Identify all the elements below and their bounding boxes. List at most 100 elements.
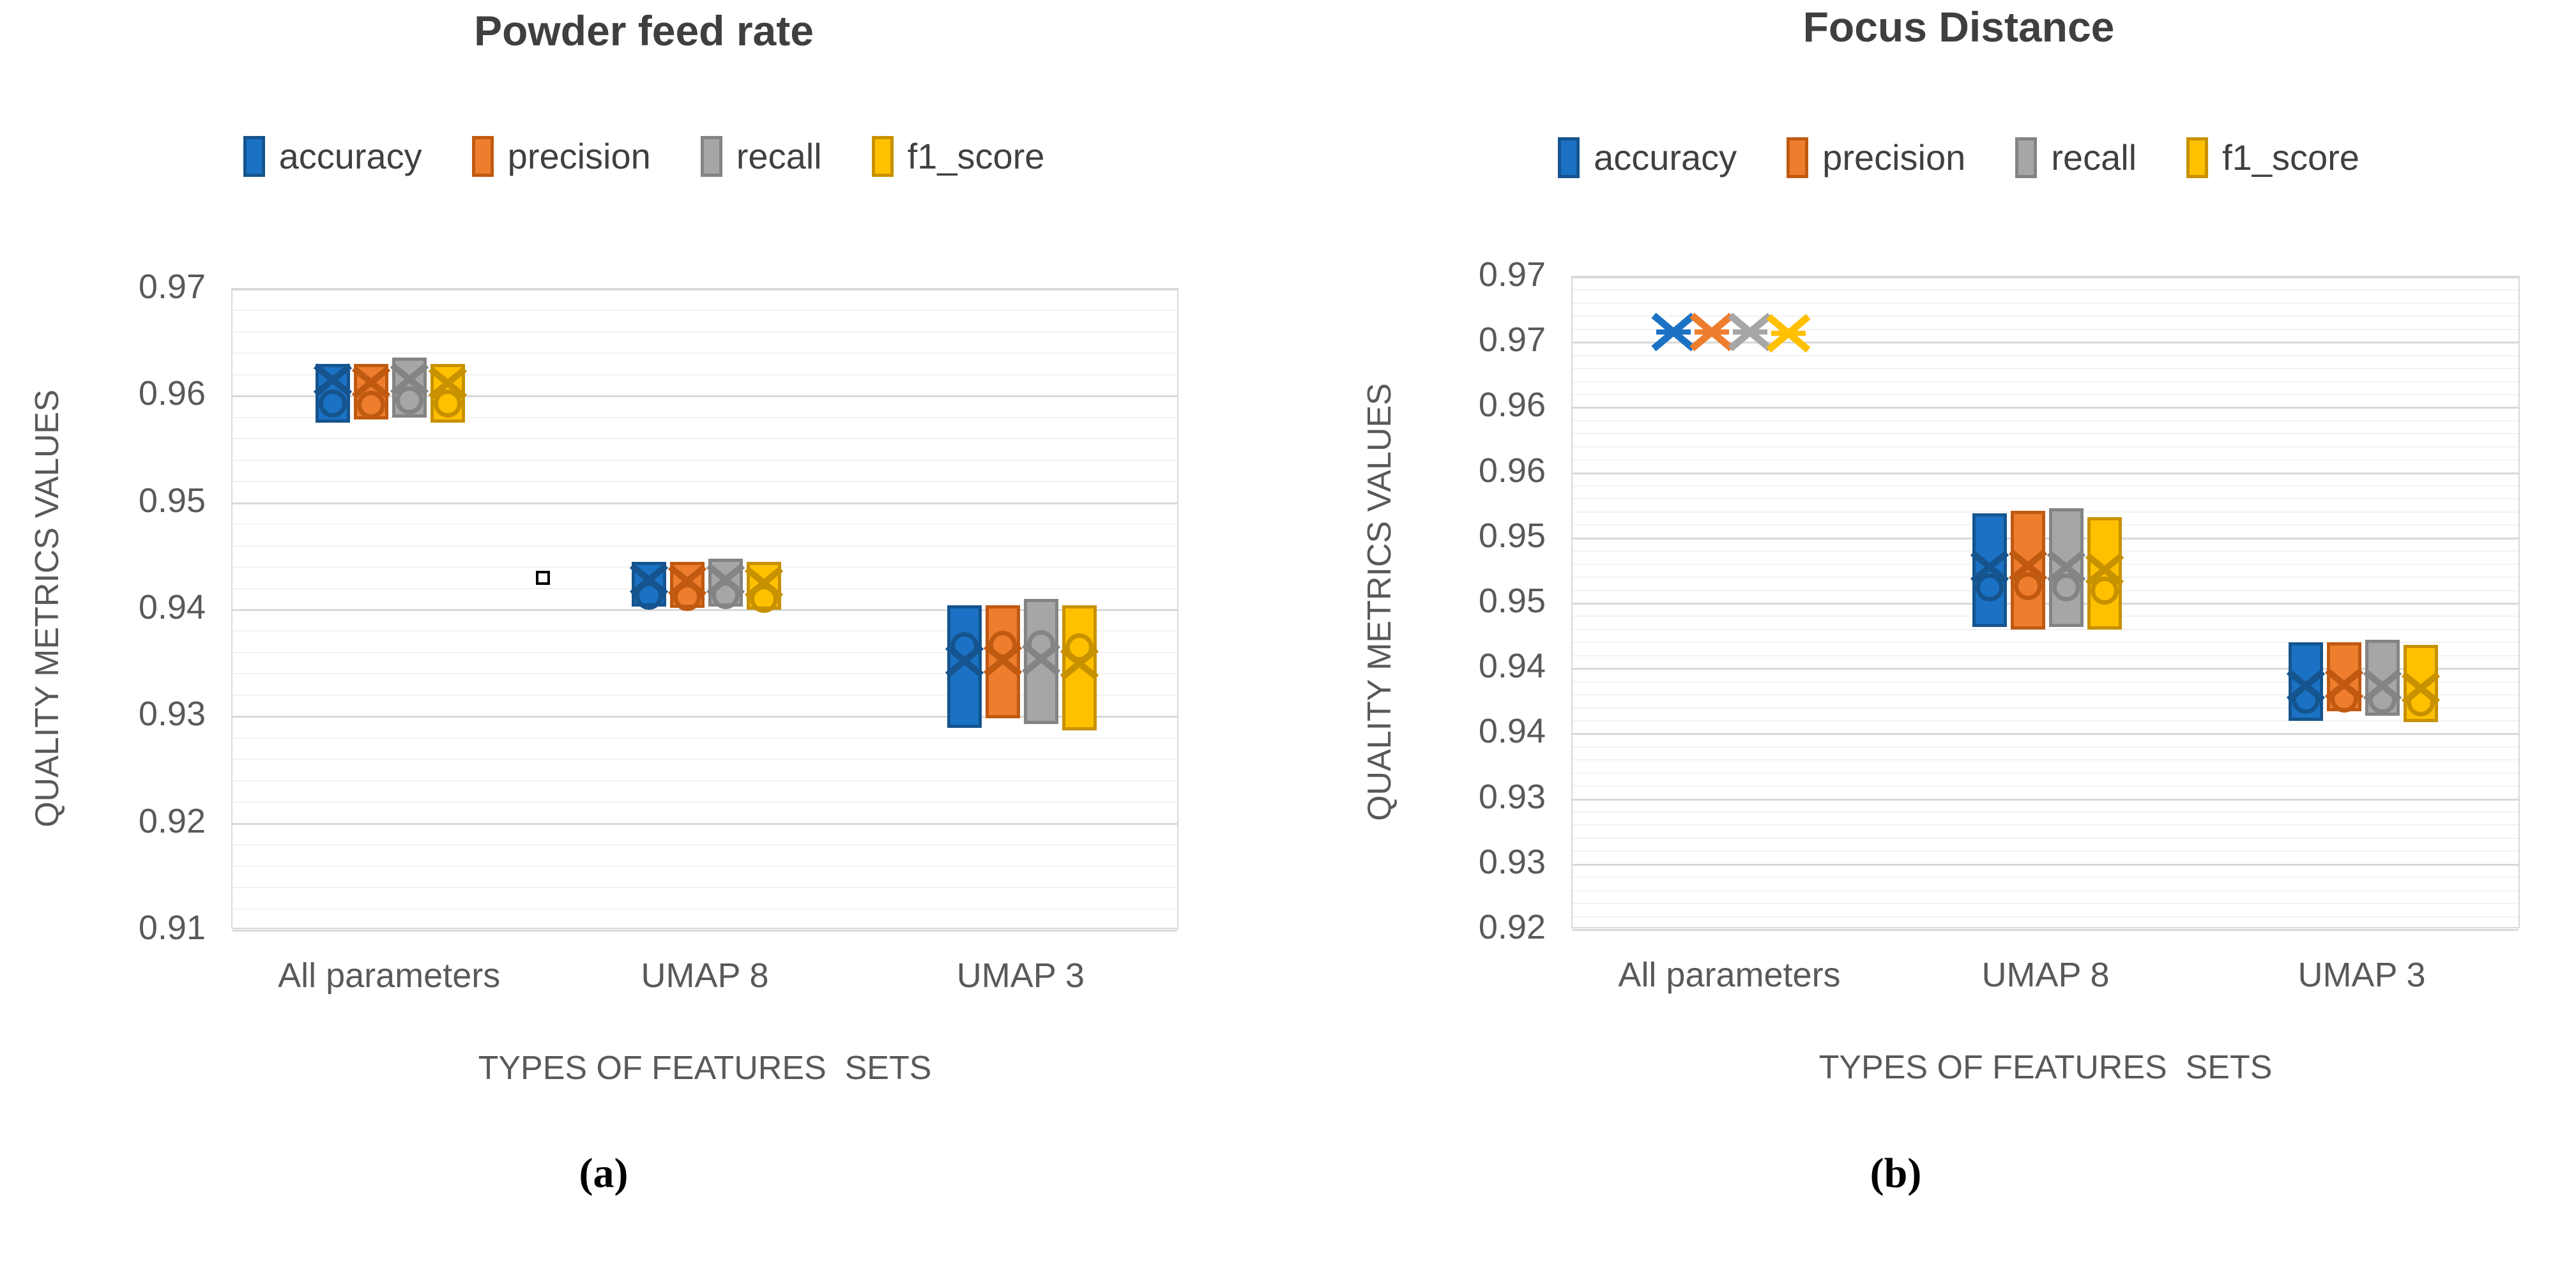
legend-a: accuracy precision recall f1_score <box>0 135 1288 177</box>
precision-circle-marker-3 <box>989 631 1017 659</box>
major-gridline <box>1573 538 2519 540</box>
recall-circle-marker-3 <box>1027 630 1055 658</box>
major-gridline <box>1573 733 2519 735</box>
major-gridline <box>1573 276 2519 278</box>
major-gridline <box>1573 342 2519 344</box>
minor-gridline <box>232 310 1177 311</box>
legend-item-precision: precision <box>471 135 651 177</box>
subfigure-caption-b: (b) <box>1870 1150 1922 1197</box>
f1_score-x-marker-1 <box>1766 313 1811 356</box>
recall-box-3 <box>1024 599 1058 724</box>
minor-gridline <box>1573 355 2519 356</box>
minor-gridline <box>1573 433 2519 434</box>
y-tick-label: 0.97 <box>1478 255 1546 294</box>
legend-swatch-recall-icon <box>2015 137 2038 178</box>
minor-gridline <box>1573 785 2519 787</box>
precision-circle-marker-2 <box>673 583 701 611</box>
minor-gridline <box>1573 694 2519 695</box>
x-axis-title-b: TYPES OF FEATURES SETS <box>1818 1049 2273 1086</box>
y-tick-label: 0.93 <box>1478 842 1546 881</box>
plot-area-a <box>231 288 1178 932</box>
legend-swatch-accuracy-icon <box>243 135 265 177</box>
minor-gridline <box>1573 655 2519 656</box>
major-gridline <box>1573 929 2519 931</box>
y-tick-label: 0.97 <box>138 268 206 306</box>
major-gridline <box>232 502 1177 504</box>
minor-gridline <box>1573 903 2519 904</box>
precision-box-2 <box>2011 511 2045 630</box>
minor-gridline <box>1573 812 2519 813</box>
f1_score-circle-marker-3 <box>2407 688 2435 716</box>
y-tick-label: 0.96 <box>1478 451 1546 490</box>
legend-swatch-recall-icon <box>700 135 722 177</box>
legend-label-recall: recall <box>736 136 822 176</box>
chart-panel-powder-feed-rate: Powder feed rate accuracy precision recall… <box>0 7 1288 1197</box>
chart-title-a: Powder feed rate <box>474 7 814 54</box>
minor-gridline <box>1573 838 2519 839</box>
legend-item-accuracy: accuracy <box>243 135 422 177</box>
x-tick-label-2: UMAP 8 <box>1981 956 2110 994</box>
x-axis-title-a: TYPES OF FEATURES SETS <box>478 1050 932 1087</box>
precision-x-marker-1 <box>351 366 391 402</box>
minor-gridline <box>1573 420 2519 421</box>
minor-gridline <box>1573 746 2519 748</box>
minor-gridline <box>1573 381 2519 382</box>
x-tick-label-2: UMAP 8 <box>641 956 769 995</box>
minor-gridline <box>232 652 1177 653</box>
recall-x-marker-1 <box>390 363 429 399</box>
minor-gridline <box>232 909 1177 910</box>
minor-gridline <box>1573 759 2519 760</box>
minor-gridline <box>1573 459 2519 460</box>
minor-gridline <box>232 374 1177 375</box>
legend-label-recall: recall <box>2051 137 2137 177</box>
chart-panel-focus-distance: Focus Distance accuracy precision recall f1… <box>1341 0 2576 1261</box>
accuracy-x-marker-1 <box>1651 312 1696 354</box>
x-tick-label-1: All parameters <box>1618 956 1841 994</box>
minor-gridline <box>232 866 1177 867</box>
legend-label-precision: precision <box>1822 137 1966 177</box>
accuracy-circle-marker-3 <box>950 632 979 660</box>
legend-swatch-accuracy-icon <box>1558 137 1580 178</box>
y-tick-label: 0.95 <box>138 481 206 520</box>
recall-circle-marker-3 <box>2368 686 2397 714</box>
legend-item-f1_score: f1_score <box>871 135 1044 177</box>
minor-gridline <box>1573 877 2519 878</box>
y-tick-label: 0.96 <box>1478 386 1546 425</box>
accuracy-x-marker-2 <box>1970 550 2009 587</box>
y-tick-label: 0.95 <box>1478 516 1546 555</box>
minor-gridline <box>1573 720 2519 721</box>
legend-b: accuracy precision recall f1_score <box>1341 137 2576 178</box>
minor-gridline <box>1573 824 2519 826</box>
minor-gridline <box>1573 564 2519 565</box>
recall-circle-marker-1 <box>395 386 423 414</box>
y-tick-label: 0.91 <box>138 909 206 947</box>
minor-gridline <box>232 524 1177 525</box>
major-gridline <box>232 609 1177 611</box>
major-gridline <box>1573 407 2519 409</box>
minor-gridline <box>1573 773 2519 774</box>
precision-circle-marker-2 <box>2014 572 2042 600</box>
minor-gridline <box>1573 681 2519 683</box>
minor-gridline <box>1573 850 2519 852</box>
legend-label-accuracy: accuracy <box>1594 137 1737 177</box>
x-tick-label-1: All parameters <box>278 956 501 995</box>
minor-gridline <box>1573 394 2519 395</box>
legend-label-precision: precision <box>507 136 651 176</box>
y-tick-label: 0.93 <box>1478 777 1546 816</box>
legend-item-f1_score: f1_score <box>2186 137 2359 178</box>
y-tick-label: 0.92 <box>138 801 206 840</box>
minor-gridline <box>1573 916 2519 917</box>
y-tick-label: 0.92 <box>1478 908 1546 946</box>
accuracy-circle-marker-2 <box>635 582 663 610</box>
minor-gridline <box>232 887 1177 888</box>
recall-circle-marker-2 <box>712 581 740 609</box>
minor-gridline <box>232 438 1177 439</box>
minor-gridline <box>1573 524 2519 525</box>
legend-label-f1_score: f1_score <box>2222 137 2359 177</box>
major-gridline <box>232 289 1177 291</box>
precision-circle-marker-3 <box>2330 684 2358 713</box>
minor-gridline <box>232 460 1177 461</box>
precision-x-marker-1 <box>1689 312 1734 354</box>
plot-area-b <box>1571 276 2520 931</box>
